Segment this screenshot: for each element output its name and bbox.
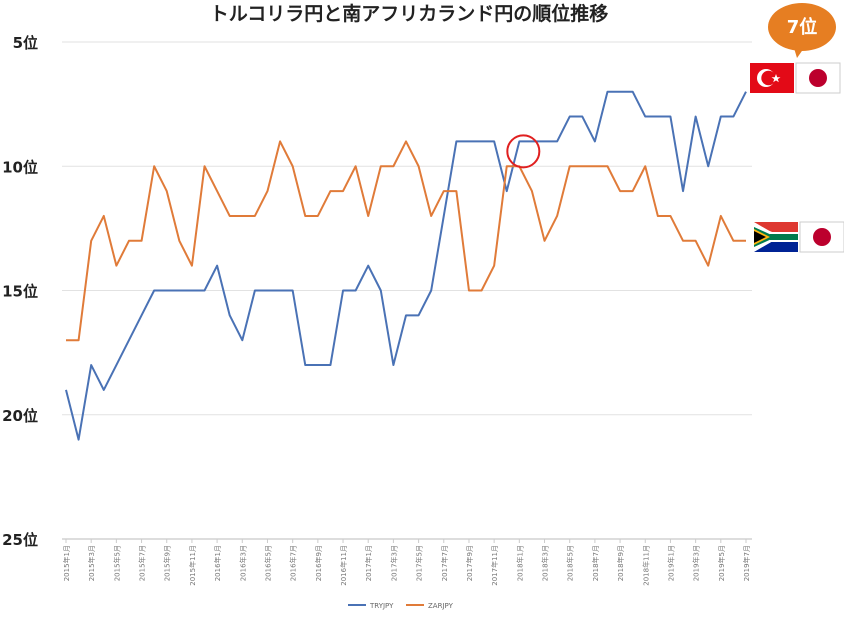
x-tick-label: 2015年9月 <box>163 545 172 581</box>
highlight-circle <box>506 134 541 169</box>
x-tick-label: 2015年7月 <box>138 545 147 581</box>
x-tick-label: 2017年3月 <box>389 545 398 581</box>
y-tick-label: 10位 <box>2 158 38 176</box>
x-tick-label: 2018年1月 <box>515 545 524 581</box>
x-tick-label: 2019年1月 <box>666 545 675 581</box>
x-tick-label: 2016年1月 <box>213 545 222 581</box>
japan-flag-icon <box>799 221 844 253</box>
x-tick-label: 2016年7月 <box>289 545 298 581</box>
badge-bubble <box>768 3 836 51</box>
x-tick-label: 2015年5月 <box>112 545 121 581</box>
rank-badge: 7位 <box>768 3 836 58</box>
x-tick-label: 2015年11月 <box>188 545 197 586</box>
x-tick-label: 2018年7月 <box>591 545 600 581</box>
x-axis-ticks: 2015年1月 2015年3月 2015年5月 2015年7月 2015年9月 2015年… <box>62 539 751 586</box>
x-tick-label: 2018年9月 <box>616 545 625 581</box>
badge-text: 7位 <box>787 16 818 38</box>
chart-title: トルコリラ円と南アフリカランド円の順位推移 <box>210 2 609 25</box>
x-tick-label: 2017年9月 <box>465 545 474 581</box>
try-jpy-flags <box>750 62 841 94</box>
x-tick-label: 2019年7月 <box>742 545 751 581</box>
series-line-zarjpy <box>66 140 746 342</box>
x-tick-label: 2017年7月 <box>440 545 449 581</box>
y-tick-label: 20位 <box>2 407 38 425</box>
x-tick-label: 2015年3月 <box>87 545 96 581</box>
badge-pointer <box>794 48 804 58</box>
y-tick-label: 15位 <box>2 283 38 301</box>
y-tick-label: 25位 <box>2 531 38 549</box>
series-line-tryjpy <box>65 90 747 441</box>
series-lines <box>65 90 747 441</box>
zar-jpy-flags <box>754 221 844 253</box>
x-tick-label: 2017年5月 <box>415 545 424 581</box>
x-tick-label: 2018年3月 <box>541 545 550 581</box>
x-tick-label: 2016年3月 <box>238 545 247 581</box>
legend-label: ZARJPY <box>428 602 454 610</box>
y-tick-label: 5位 <box>13 34 38 52</box>
south-africa-flag-icon <box>754 222 798 252</box>
japan-flag-icon <box>795 62 841 94</box>
x-tick-label: 2017年11月 <box>490 545 499 586</box>
legend-label: TRYJPY <box>369 602 394 610</box>
x-tick-label: 2019年3月 <box>692 545 701 581</box>
x-tick-label: 2018年5月 <box>566 545 575 581</box>
x-tick-label: 2019年5月 <box>717 545 726 581</box>
x-tick-label: 2015年1月 <box>62 545 71 581</box>
x-tick-label: 2017年1月 <box>364 545 373 581</box>
turkey-flag-icon <box>750 63 794 93</box>
x-tick-label: 2016年5月 <box>263 545 272 581</box>
x-tick-label: 2016年9月 <box>314 545 323 581</box>
legend: TRYJPY ZARJPY <box>348 602 454 610</box>
y-axis-ticks: 5位 10位 15位 20位 25位 <box>2 34 38 549</box>
x-tick-label: 2018年11月 <box>641 545 650 586</box>
x-tick-label: 2016年11月 <box>339 545 348 586</box>
